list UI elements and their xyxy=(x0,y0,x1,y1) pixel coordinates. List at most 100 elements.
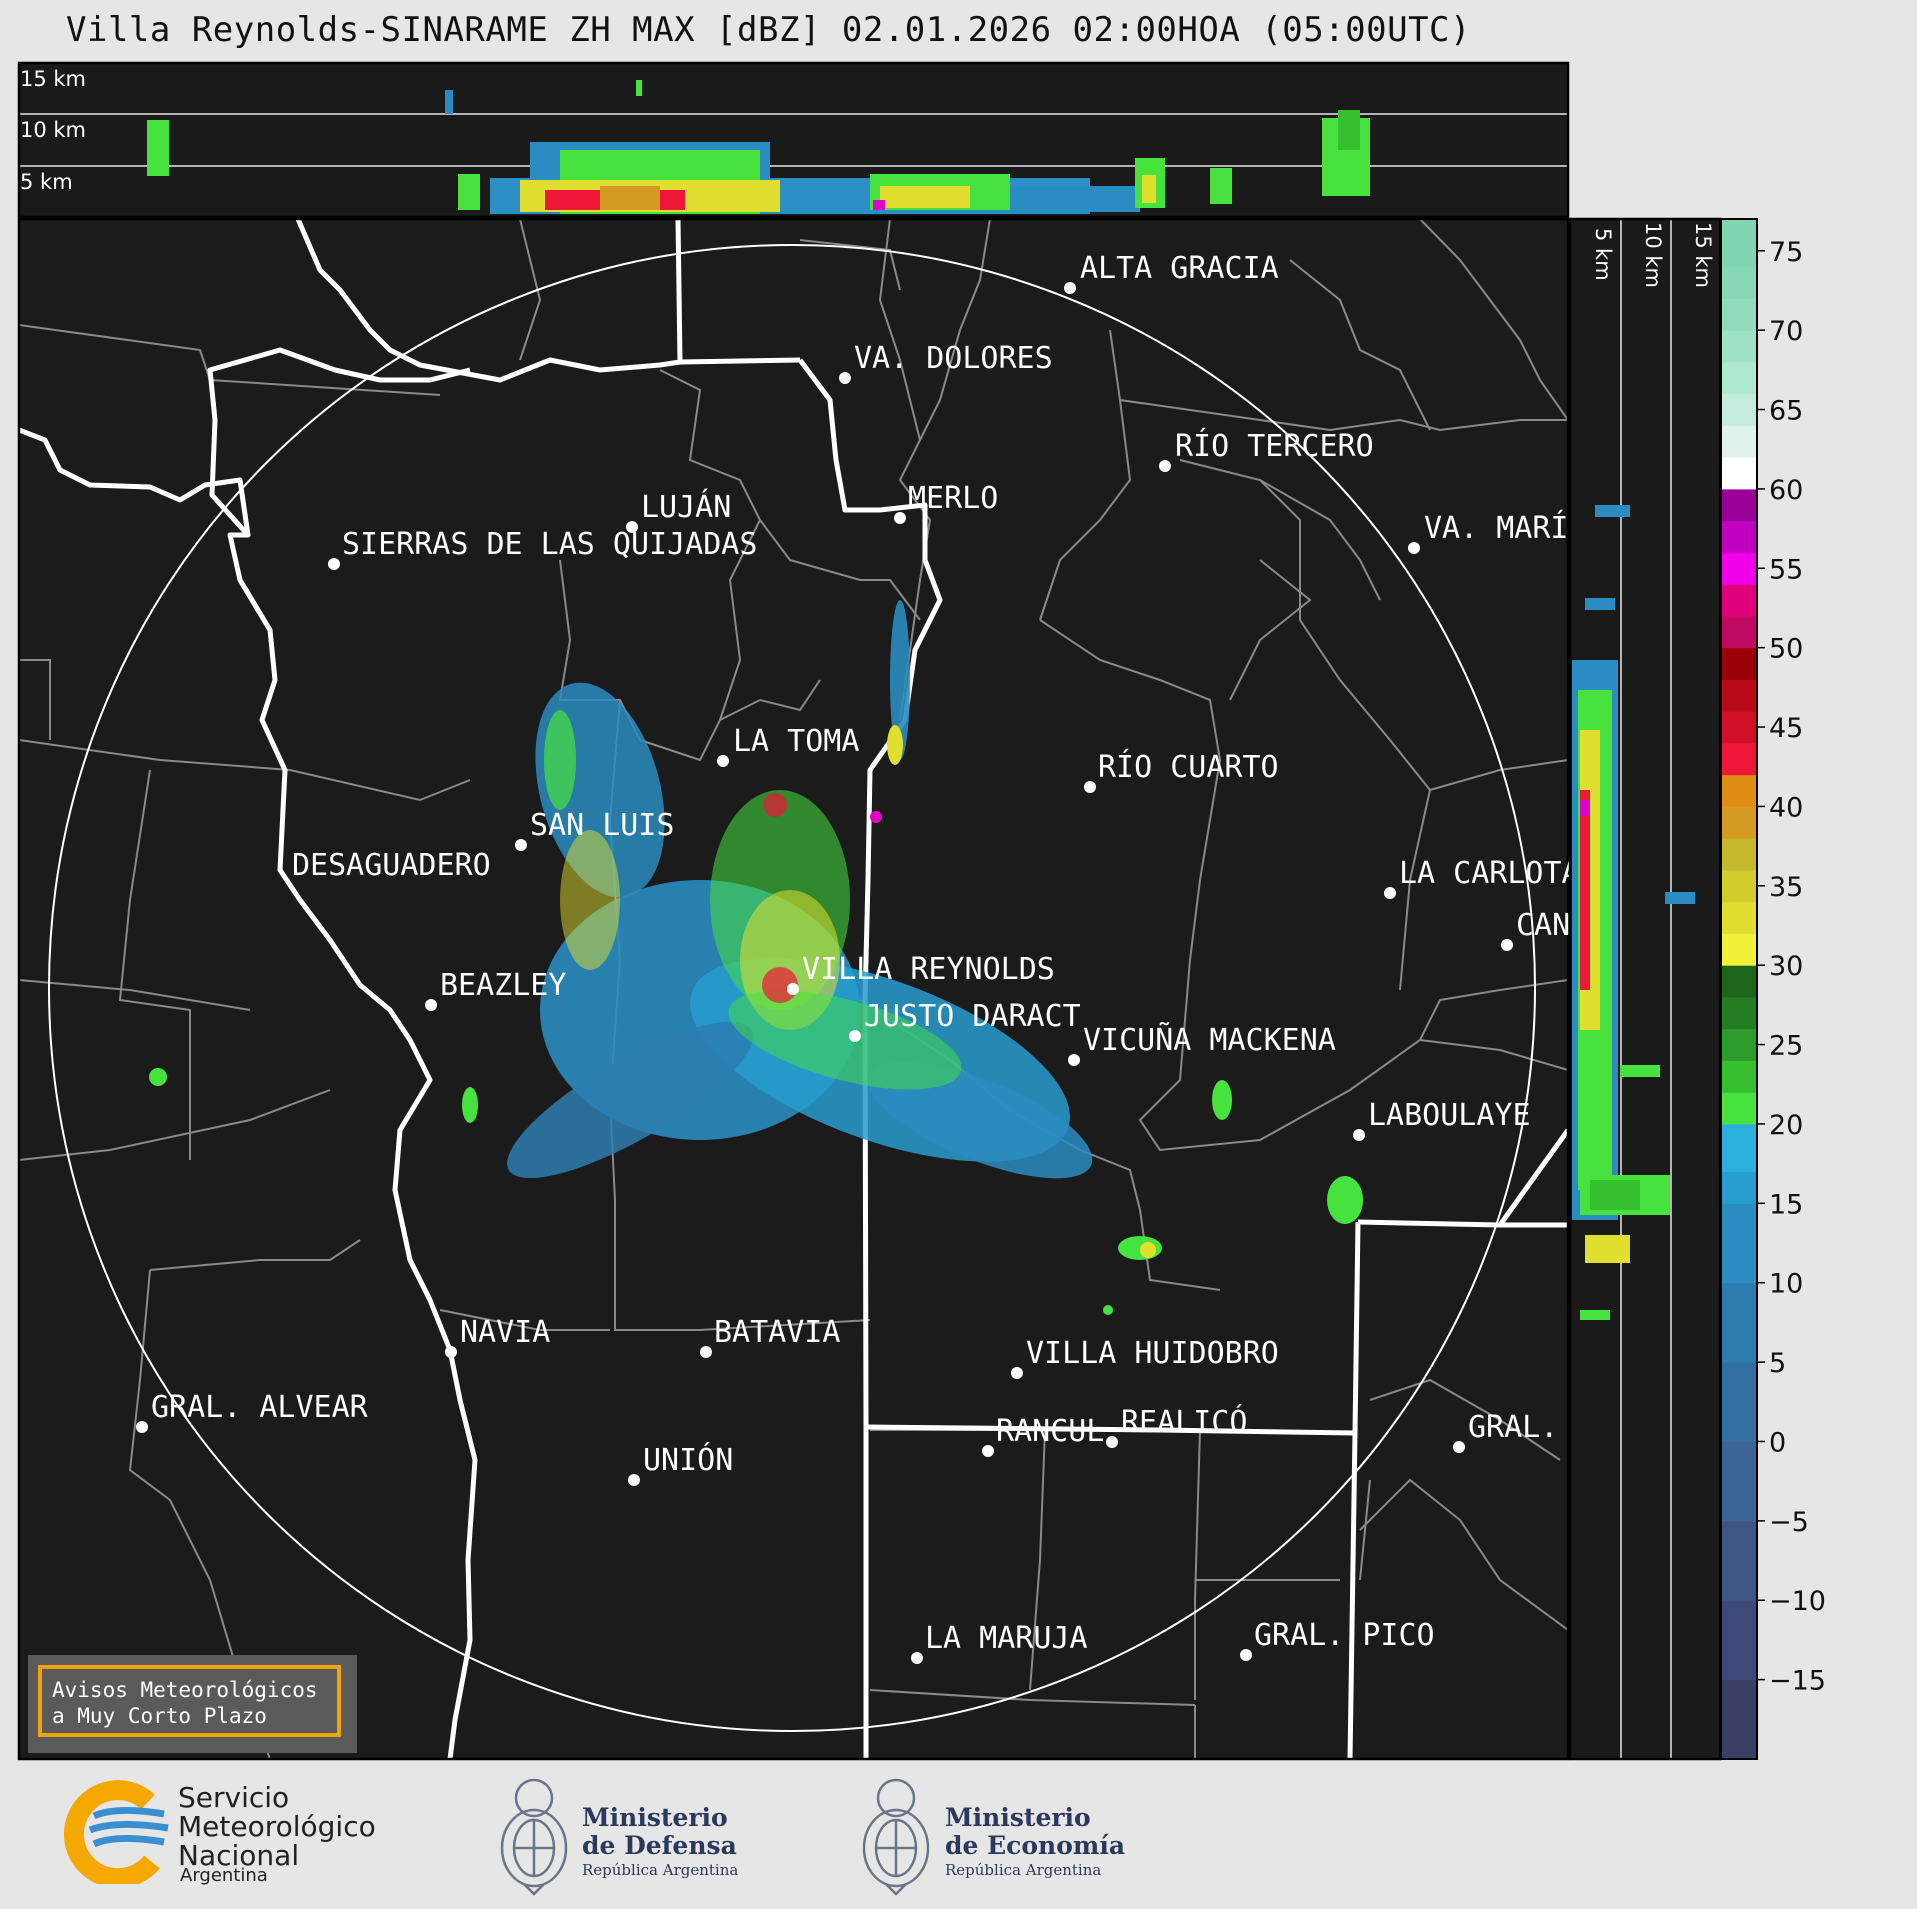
colorbar-swatches xyxy=(1721,219,1757,1760)
economia-logo-subtitle: República Argentina xyxy=(945,1861,1102,1879)
place-label-la-toma: LA TOMA xyxy=(733,724,859,759)
smn-line2: Meteorológico xyxy=(178,1810,376,1843)
defensa-logo-subtitle: República Argentina xyxy=(582,1861,739,1879)
colorbar-swatch xyxy=(1721,869,1757,903)
place-label-batavia: BATAVIA xyxy=(714,1315,840,1350)
colorbar-swatch xyxy=(1721,806,1757,839)
colorbar-swatch xyxy=(1721,219,1757,268)
place-marker xyxy=(515,839,527,851)
colorbar-swatch xyxy=(1721,1092,1757,1125)
colorbar-tick-label: 25 xyxy=(1769,1031,1803,1062)
colorbar-swatch xyxy=(1721,584,1757,617)
colorbar-swatch xyxy=(1721,266,1757,299)
colorbar-swatch xyxy=(1721,742,1757,776)
colorbar-tick-label: 20 xyxy=(1769,1110,1803,1141)
place-label-can: CAN xyxy=(1516,908,1570,943)
place-marker xyxy=(1501,939,1513,951)
defensa-line1: Ministerio xyxy=(582,1803,728,1832)
defensa-line2: de Defensa xyxy=(582,1831,737,1860)
radar-range-ring xyxy=(48,244,1536,1732)
economia-coat-of-arms-icon xyxy=(862,1778,930,1896)
place-marker xyxy=(982,1445,994,1457)
colorbar-swatch xyxy=(1721,393,1757,426)
place-label-alta-gracia: ALTA GRACIA xyxy=(1080,251,1279,286)
warning-banner-line1: Avisos Meteorológicos xyxy=(52,1678,318,1702)
smn-logo-icon xyxy=(63,1780,169,1884)
colorbar-tick-label: 60 xyxy=(1769,475,1803,506)
economia-line2: de Economía xyxy=(945,1831,1126,1860)
top-cross-section-panel: 15 km 10 km 5 km xyxy=(17,61,1570,219)
warning-banner-frame[interactable]: Avisos Meteorológicos a Muy Corto Plazo xyxy=(38,1665,341,1737)
place-label-laboulaye: LABOULAYE xyxy=(1368,1098,1531,1133)
colorbar-swatch xyxy=(1721,488,1757,522)
smn-logo-country: Argentina xyxy=(180,1865,268,1886)
place-marker xyxy=(425,999,437,1011)
colorbar-tick-label: −5 xyxy=(1769,1507,1809,1538)
place-marker xyxy=(1408,542,1420,554)
colorbar-swatch xyxy=(1721,647,1757,680)
colorbar-tick-label: 0 xyxy=(1769,1427,1786,1458)
place-marker xyxy=(1084,781,1096,793)
colorbar-tick-label: 65 xyxy=(1769,396,1803,427)
defensa-logo-title: Ministerio de Defensa xyxy=(582,1804,737,1860)
smn-line1: Servicio xyxy=(178,1781,290,1814)
economia-line1: Ministerio xyxy=(945,1803,1091,1832)
colorbar-swatch xyxy=(1721,1520,1757,1601)
place-marker xyxy=(1011,1367,1023,1379)
place-marker xyxy=(894,512,906,524)
place-label-villa-huidobro: VILLA HUIDOBRO xyxy=(1026,1336,1279,1371)
colorbar-swatch xyxy=(1721,996,1757,1030)
place-label-navia: NAVIA xyxy=(460,1315,550,1350)
colorbar-swatch xyxy=(1721,933,1757,966)
warning-banner-line2: a Muy Corto Plazo xyxy=(52,1704,267,1728)
place-label-merlo: MERLO xyxy=(908,481,998,516)
place-marker xyxy=(1106,1436,1118,1448)
top-echo-profile xyxy=(147,80,1370,214)
place-marker xyxy=(628,1474,640,1486)
smn-logo-name: Servicio Meteorológico Nacional xyxy=(178,1783,376,1870)
colorbar-swatch xyxy=(1721,679,1757,712)
place-markers xyxy=(136,282,1513,1664)
top-altitude-10km: 10 km xyxy=(20,118,86,142)
colorbar-swatch xyxy=(1721,1362,1757,1442)
colorbar-swatch xyxy=(1721,330,1757,363)
colorbar-tick-label: −15 xyxy=(1769,1666,1826,1697)
place-label-desaguadero: DESAGUADERO xyxy=(292,848,491,883)
place-label-va-dolores: VA. DOLORES xyxy=(854,341,1053,376)
colorbar-swatch xyxy=(1721,1123,1757,1173)
colorbar-swatch xyxy=(1721,615,1757,649)
place-marker xyxy=(839,372,851,384)
defensa-coat-of-arms-icon xyxy=(500,1778,568,1896)
place-label-beazley: BEAZLEY xyxy=(440,968,566,1003)
side-altitude-15km: 15 km xyxy=(1691,222,1715,288)
top-altitude-15km: 15 km xyxy=(20,67,86,91)
place-label-union: UNIÓN xyxy=(643,1441,733,1478)
smn-line3: Nacional xyxy=(178,1839,300,1872)
place-label-va-mari: VA. MARÍ xyxy=(1424,510,1569,546)
colorbar-swatch xyxy=(1721,1203,1757,1284)
colorbar-swatch xyxy=(1721,838,1757,871)
place-marker xyxy=(1353,1129,1365,1141)
colorbar-swatch xyxy=(1721,361,1757,395)
colorbar-swatch xyxy=(1721,1679,1757,1760)
side-cross-section-panel: 5 km 10 km 15 km xyxy=(1568,217,1722,1761)
colorbar-swatch xyxy=(1721,1600,1757,1681)
colorbar-tick-label: 35 xyxy=(1769,872,1803,903)
place-marker xyxy=(787,983,799,995)
colorbar-tick-label: 40 xyxy=(1769,792,1803,823)
colorbar-swatch xyxy=(1721,1441,1757,1522)
top-altitude-5km: 5 km xyxy=(20,170,73,194)
radar-echoes xyxy=(149,600,1363,1315)
colorbar-swatch xyxy=(1721,711,1757,744)
colorbar-swatch xyxy=(1721,1282,1757,1363)
warning-banner[interactable]: Avisos Meteorológicos a Muy Corto Plazo xyxy=(28,1655,357,1753)
colorbar-tick-label: 10 xyxy=(1769,1269,1803,1300)
side-altitude-5km: 5 km xyxy=(1591,228,1615,281)
side-altitude-10km: 10 km xyxy=(1641,222,1665,288)
colorbar-swatch xyxy=(1721,1028,1757,1061)
colorbar-tick-label: 70 xyxy=(1769,316,1803,347)
place-marker xyxy=(328,558,340,570)
place-label-realico: REALICÓ xyxy=(1121,1403,1247,1440)
province-boundaries xyxy=(19,219,1568,1759)
